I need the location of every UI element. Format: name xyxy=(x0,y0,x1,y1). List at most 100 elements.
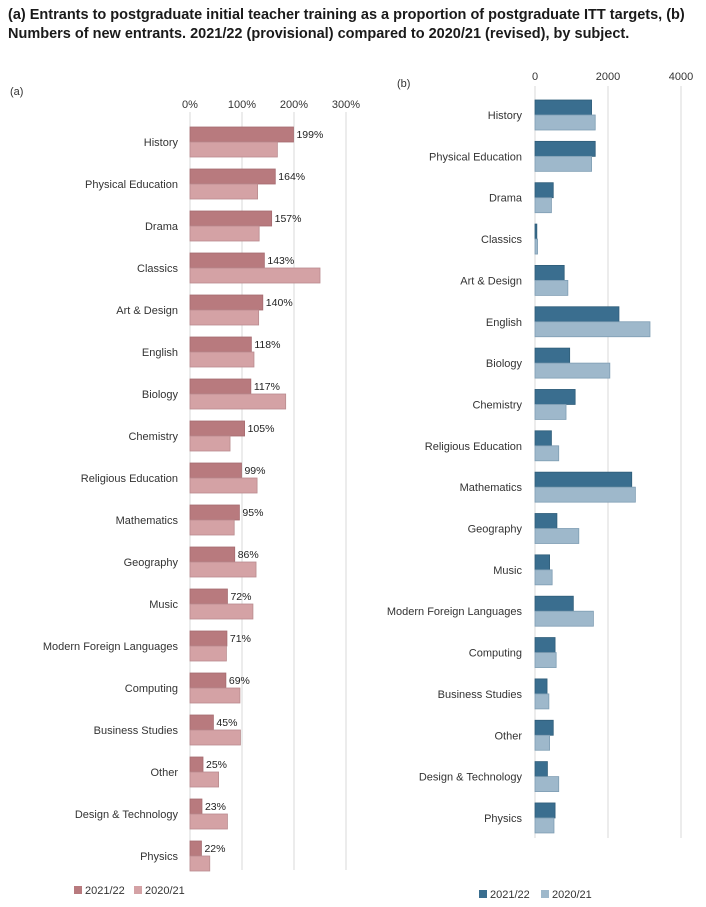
panel-b-bar-2020-21-geography xyxy=(534,528,580,544)
panel-b-bar-2021-22-modern-foreign-languages xyxy=(534,595,574,612)
panel-a-data-label-art-design: 140% xyxy=(266,297,293,309)
panel-a-bar-2021-22-business-studies xyxy=(189,714,214,731)
panel-a-x-tick-label-2: 200% xyxy=(280,99,308,111)
panel-b-category-label-chemistry: Chemistry xyxy=(472,399,522,411)
panel-b-category-label-physics: Physics xyxy=(484,813,522,825)
panel-b-bar-2020-21-mathematics xyxy=(534,486,636,503)
panel-a-bar-2021-22-modern-foreign-languages xyxy=(189,630,228,647)
panel-b-category-label-mathematics: Mathematics xyxy=(460,482,523,494)
panel-a-bar-2021-22-drama xyxy=(189,210,273,227)
panel-b-bar-2021-22-history xyxy=(534,99,592,116)
panel-b-category-label-biology: Biology xyxy=(486,358,523,370)
panel-b-category-label-english: English xyxy=(486,317,522,329)
panel-a-bar-2021-22-computing xyxy=(189,672,227,689)
panel-a-bar-2020-21-history xyxy=(189,141,278,158)
panel-a-bar-2021-22-geography xyxy=(189,546,236,563)
panel-a-category-label-modern-foreign-languages: Modern Foreign Languages xyxy=(43,641,179,653)
panel-b-category-label-religious-education: Religious Education xyxy=(425,441,522,453)
panel-a-bar-2020-21-art-design xyxy=(189,309,260,326)
panel-b-x-tick-label-2: 4000 xyxy=(669,71,693,83)
panel-b-legend-swatch-2021-22 xyxy=(479,890,487,898)
panel-a-bar-2021-22-english xyxy=(189,336,252,353)
panel-b-category-label-history: History xyxy=(488,110,523,122)
panel-b-bar-2020-21-computing xyxy=(534,652,557,668)
panel-a-data-label-physical-education: 164% xyxy=(278,171,305,183)
panel-a-category-label-music: Music xyxy=(149,599,178,611)
chart-title: (a) Entrants to postgraduate initial tea… xyxy=(8,6,698,44)
panel-b-bar-2021-22-religious-education xyxy=(534,430,552,447)
panel-a-data-label-chemistry: 105% xyxy=(248,423,275,435)
panel-a-category-label-classics: Classics xyxy=(137,263,178,275)
panel-a-data-label-computing: 69% xyxy=(229,675,250,687)
panel-a-x-tick-label-1: 100% xyxy=(228,99,256,111)
panel-b-bar-2021-22-computing xyxy=(534,637,556,653)
panel-b-bar-2021-22-art-design xyxy=(534,264,565,281)
panel-a-data-label-classics: 143% xyxy=(267,255,294,267)
panel-a-label: (a) xyxy=(10,86,23,98)
panel-a-bar-2020-21-drama xyxy=(189,225,260,242)
panel-b-bar-2021-22-physical-education xyxy=(534,140,596,157)
panel-a-bar-2020-21-geography xyxy=(189,561,257,578)
panel-a-category-label-drama: Drama xyxy=(145,221,179,233)
panel-b-bar-2021-22-physics xyxy=(534,802,556,819)
panel-a-bar-2020-21-music xyxy=(189,603,254,620)
panel-b-category-label-business-studies: Business Studies xyxy=(438,689,523,701)
panel-b-bar-2020-21-history xyxy=(534,114,596,131)
panel-b-bar-2020-21-modern-foreign-languages xyxy=(534,610,594,627)
panel-b-bar-2020-21-business-studies xyxy=(534,693,550,710)
panel-b-bar-2020-21-music xyxy=(534,569,553,586)
panel-a-bar-2021-22-physical-education xyxy=(189,168,276,185)
chart-title-line-2: Numbers of new entrants. 2021/22 (provis… xyxy=(8,26,630,42)
panel-a-bar-2021-22-religious-education xyxy=(189,462,242,479)
panel-b-bar-2020-21-physical-education xyxy=(534,155,592,172)
panel-b-category-label-drama: Drama xyxy=(489,193,523,205)
panel-a-category-label-english: English xyxy=(142,347,178,359)
panel-a-bar-2020-21-design-technology xyxy=(189,813,228,830)
panel-a-bar-2020-21-physical-education xyxy=(189,183,258,200)
panel-a-data-label-mathematics: 95% xyxy=(242,507,263,519)
panel-a-data-label-english: 118% xyxy=(254,339,280,351)
panel-b-bar-2021-22-english xyxy=(534,306,620,323)
panel-a-data-label-business-studies: 45% xyxy=(216,717,237,729)
panel-b-category-label-design-technology: Design & Technology xyxy=(419,772,523,784)
panel-a-bar-2020-21-biology xyxy=(189,393,287,410)
panel-b-category-label-modern-foreign-languages: Modern Foreign Languages xyxy=(387,606,523,618)
panel-a-bar-2020-21-religious-education xyxy=(189,477,258,494)
panel-b-category-label-computing: Computing xyxy=(469,648,522,660)
panel-b-bar-2021-22-music xyxy=(534,554,551,571)
panel-a-legend-label-2021-22: 2021/22 xyxy=(85,885,125,897)
panel-a-category-label-biology: Biology xyxy=(142,389,179,401)
panel-b-category-label-other: Other xyxy=(494,730,522,742)
panel-b-category-label-geography: Geography xyxy=(468,524,523,536)
panel-a-category-label-physics: Physics xyxy=(140,851,178,863)
panel-a-category-label-geography: Geography xyxy=(124,557,179,569)
panel-a-bar-2021-22-music xyxy=(189,588,228,605)
panel-a-bar-2020-21-chemistry xyxy=(189,435,231,452)
panel-b-bar-2021-22-other xyxy=(534,719,554,736)
panel-b-bar-2020-21-design-technology xyxy=(534,776,560,792)
panel-a-legend-swatch-2020-21 xyxy=(134,886,142,894)
panel-b-bar-2021-22-business-studies xyxy=(534,678,548,695)
panel-b-bar-2020-21-physics xyxy=(534,817,555,834)
panel-a-category-label-design-technology: Design & Technology xyxy=(75,809,179,821)
panel-a-category-label-religious-education: Religious Education xyxy=(81,473,178,485)
chart-title-line-1: (a) Entrants to postgraduate initial tea… xyxy=(8,7,685,23)
panel-b-bar-2020-21-drama xyxy=(534,197,552,214)
panel-a-category-label-art-design: Art & Design xyxy=(116,305,178,317)
panel-b-bar-2020-21-classics xyxy=(534,238,538,255)
panel-a-x-tick-label-0: 0% xyxy=(182,99,198,111)
panel-a-data-label-other: 25% xyxy=(206,759,227,771)
panel-b-bar-2021-22-mathematics xyxy=(534,471,633,488)
panel-b-bar-2021-22-design-technology xyxy=(534,761,548,777)
panel-a-bar-2020-21-mathematics xyxy=(189,519,235,536)
panel-a-bar-2021-22-physics xyxy=(189,840,202,857)
panel-a-data-label-religious-education: 99% xyxy=(244,465,265,477)
panel-b-bar-2020-21-art-design xyxy=(534,279,569,296)
panel-a-data-label-design-technology: 23% xyxy=(205,801,226,813)
panel-b-label: (b) xyxy=(397,78,410,90)
panel-a-bar-2021-22-classics xyxy=(189,252,265,269)
panel-b-category-label-physical-education: Physical Education xyxy=(429,151,522,163)
panel-a-bar-2020-21-computing xyxy=(189,687,241,704)
panel-a-data-label-geography: 86% xyxy=(238,549,259,561)
